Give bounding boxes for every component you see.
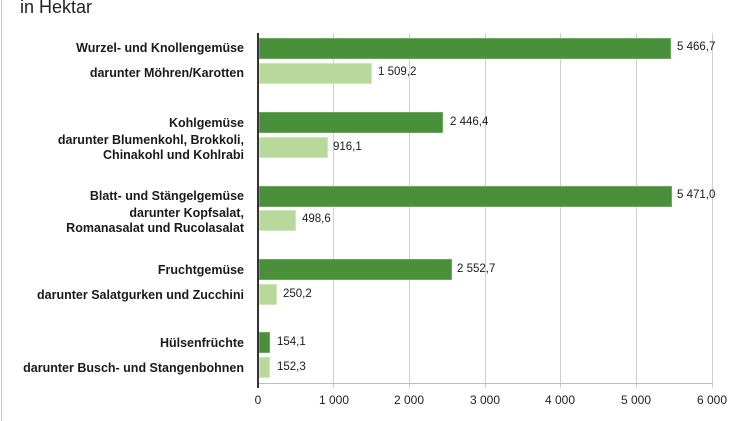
value-label: 916,1 [333,141,362,153]
x-tick-label: 2 000 [393,393,425,407]
bar-moehren-karotten [259,63,372,84]
value-label: 5 466,7 [677,41,716,53]
value-label: 152,3 [277,361,306,373]
value-label: 5 471,0 [677,189,716,201]
category-label: darunter Salatgurken und Zucchini [37,288,244,302]
bar-kopfsalat-romana-rucola [259,210,296,231]
gridline [560,33,561,388]
bar-fruchtgemuese [259,259,452,280]
category-label-line: Chinakohl und Kohlrabi [103,148,244,162]
gridline [636,33,637,388]
category-label: Hülsenfrüchte [159,336,244,350]
bar-huelsenfruechte [259,332,270,353]
gridline [409,33,410,388]
x-tick-label: 1 000 [318,393,350,407]
x-tick-label: 4 000 [544,393,576,407]
category-label: darunter Möhren/Karotten [89,66,244,80]
category-label-line: darunter Kopfsalat, [129,206,244,220]
gridline [712,33,713,388]
x-axis-line [258,383,713,384]
gridline [485,33,486,388]
category-label: Blatt- und Stängelgemüse [89,189,244,203]
value-label: 154,1 [277,336,306,348]
bar-kohlgemuese [259,112,443,133]
value-label: 250,2 [283,288,312,300]
category-label: darunter Busch- und Stangenbohnen [23,361,244,375]
category-label: darunter Blumenkohl, Brokkoli, Chinakohl… [58,133,244,163]
x-tick-label: 3 000 [469,393,501,407]
x-tick-label: 0 [254,393,262,407]
category-label: Fruchtgemüse [157,263,244,277]
y-axis-line [257,33,259,388]
value-label: 2 446,4 [450,116,489,128]
value-label: 498,6 [302,213,331,225]
gridline [333,33,334,388]
chart-unit-title: in Hektar [20,0,93,17]
category-label-line: Romanasalat und Rucolasalat [66,221,244,235]
bar-busch-stangenbohnen [259,357,270,378]
value-label: 1 509,2 [378,66,417,78]
category-label: Wurzel- und Knollengemüse [76,41,244,55]
bar-blumenkohl-brokkoli [259,137,328,158]
category-label: darunter Kopfsalat, Romanasalat und Ruco… [66,206,244,236]
bar-blatt-staengelgemuese [259,186,672,207]
left-border [1,0,2,421]
x-tick-label: 5 000 [620,393,652,407]
category-label-line: darunter Blumenkohl, Brokkoli, [57,133,244,147]
category-label: Kohlgemüse [168,116,244,130]
bar-salatgurken-zucchini [259,284,277,305]
bar-wurzel-knollengemuese [259,38,671,59]
value-label: 2 552,7 [457,263,496,275]
x-tick-label: 6 000 [696,393,728,407]
